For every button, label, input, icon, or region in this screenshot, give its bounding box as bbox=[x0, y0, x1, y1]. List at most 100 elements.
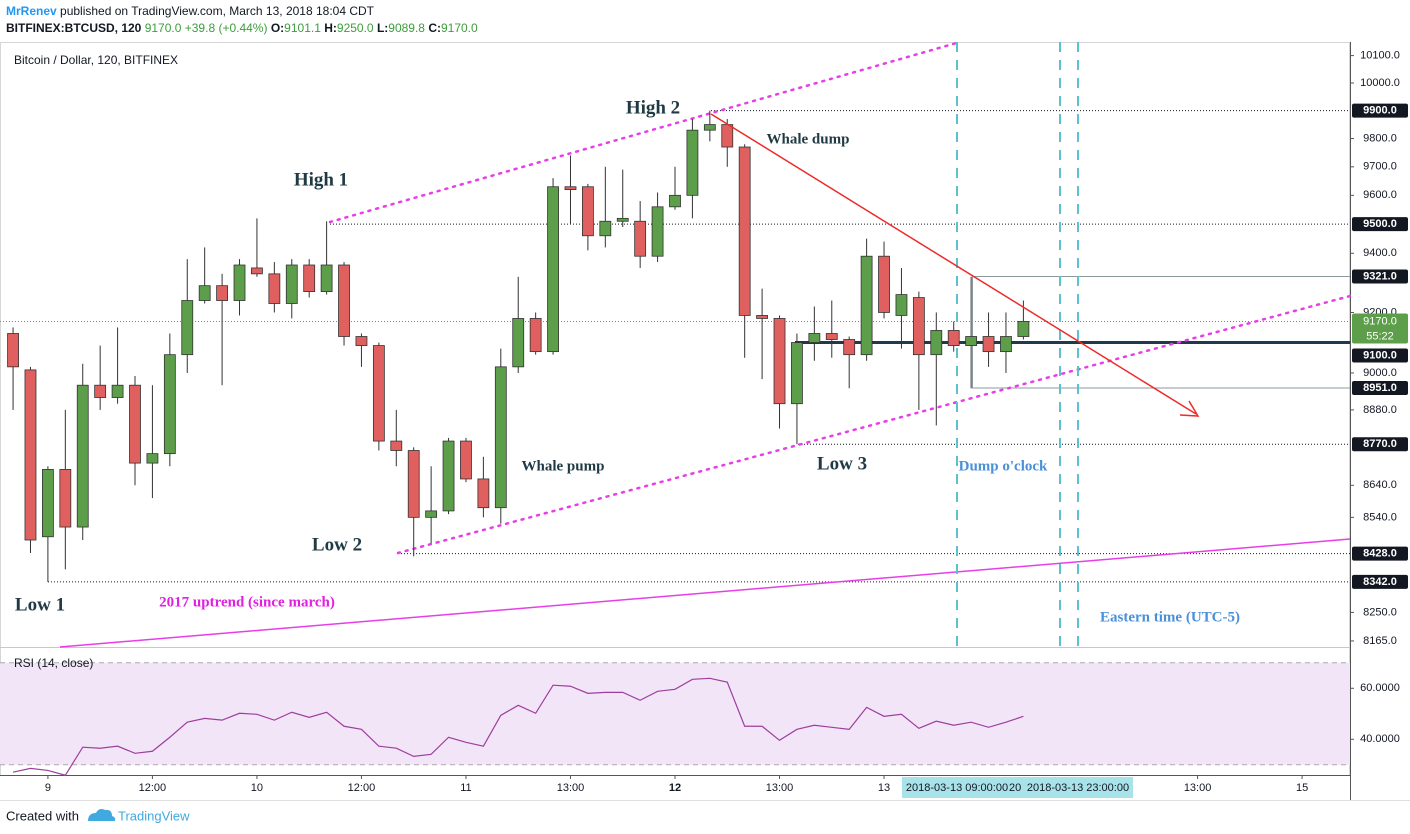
annotation: Low 3 bbox=[817, 453, 867, 474]
y-tick-label: 8880.0 bbox=[1363, 404, 1397, 416]
c-key: C: bbox=[428, 21, 441, 35]
candle-body bbox=[355, 336, 368, 346]
author[interactable]: MrRenev bbox=[6, 4, 57, 18]
level-label: 9900.0 bbox=[1363, 105, 1397, 117]
level-box bbox=[1352, 380, 1408, 395]
annotation: 2017 uptrend (since march) bbox=[159, 594, 335, 610]
candle-body bbox=[808, 333, 821, 343]
candle-body bbox=[59, 469, 72, 528]
candle-body bbox=[24, 369, 37, 541]
level-label: 9100.0 bbox=[1363, 349, 1397, 361]
logo bbox=[88, 809, 116, 821]
annotation: Whale pump bbox=[522, 458, 605, 474]
upper-channel bbox=[328, 40, 962, 224]
candle-body bbox=[651, 206, 664, 257]
level-box bbox=[1352, 546, 1408, 561]
candle-body bbox=[94, 384, 107, 398]
candle-body bbox=[233, 264, 246, 301]
last-price-box bbox=[1352, 313, 1408, 344]
level-label: 9321.0 bbox=[1363, 270, 1397, 282]
levels-layer bbox=[0, 110, 1350, 583]
candle-body bbox=[773, 318, 786, 405]
candle-body bbox=[42, 469, 54, 538]
price: 9170.0 bbox=[144, 21, 182, 35]
candle-body bbox=[738, 146, 751, 316]
footer-brand[interactable]: TradingView bbox=[118, 808, 190, 823]
candle-body bbox=[76, 384, 89, 528]
x-tick-label: 10 bbox=[251, 782, 263, 794]
arrow-head bbox=[1179, 400, 1200, 417]
y-tick-label: 9600.0 bbox=[1363, 189, 1397, 201]
x-tick-label: 13:00 bbox=[766, 782, 794, 794]
annotation: High 1 bbox=[294, 169, 348, 190]
last-price-label: 9170.0 bbox=[1363, 315, 1397, 327]
candle-body bbox=[512, 318, 525, 368]
annotation: Low 1 bbox=[15, 594, 65, 615]
chart-title: Bitcoin / Dollar, 120, BITFINEX bbox=[14, 53, 178, 67]
h-val: 9250.0 bbox=[336, 21, 374, 35]
candle-body bbox=[912, 297, 925, 356]
candle-body bbox=[390, 440, 403, 451]
candle-body bbox=[878, 255, 890, 313]
level-box bbox=[1352, 574, 1408, 589]
level-label: 8428.0 bbox=[1363, 548, 1397, 560]
publish-line: MrRenev published on TradingView.com, Ma… bbox=[6, 3, 478, 20]
rsi-band bbox=[0, 662, 1350, 765]
candle-body bbox=[442, 440, 455, 512]
x-tick-label: 9 bbox=[45, 782, 51, 794]
candle-body bbox=[425, 510, 438, 518]
candle-body bbox=[7, 333, 19, 368]
header: MrRenev published on TradingView.com, Ma… bbox=[6, 3, 478, 37]
candle-body bbox=[146, 453, 159, 464]
annotation: Whale dump bbox=[767, 131, 850, 147]
level-label: 8770.0 bbox=[1363, 438, 1397, 450]
candle-body bbox=[947, 330, 960, 346]
candle-body bbox=[825, 333, 838, 340]
rsi-band-layer bbox=[0, 662, 1350, 766]
candle-body bbox=[930, 330, 943, 356]
x-tick-label: 13 bbox=[878, 782, 890, 794]
candle-body bbox=[686, 129, 699, 196]
x-tick-label: 11 bbox=[460, 782, 471, 794]
candle-body bbox=[303, 264, 316, 293]
rsi-tick-label: 60.0000 bbox=[1360, 682, 1400, 694]
rsi-line bbox=[12, 677, 1024, 776]
highlight-label: 20 bbox=[1009, 782, 1021, 794]
candle-body bbox=[320, 264, 333, 293]
x-tick-label: 15 bbox=[1296, 782, 1308, 794]
candle-body bbox=[843, 339, 856, 356]
rsi-tick-label: 40.0000 bbox=[1360, 733, 1400, 745]
candle-body bbox=[599, 220, 612, 237]
level-box bbox=[1352, 437, 1408, 452]
candle-body bbox=[564, 186, 577, 191]
candle-body bbox=[669, 194, 681, 208]
level-box bbox=[1352, 103, 1408, 118]
candle-body bbox=[791, 342, 803, 405]
x-tick-label: 12:00 bbox=[139, 782, 167, 794]
annotation: Dump o'clock bbox=[959, 458, 1048, 474]
candle-body bbox=[338, 264, 350, 337]
level-label: 8951.0 bbox=[1363, 382, 1397, 394]
time-highlight bbox=[902, 777, 1133, 798]
candle-body bbox=[163, 354, 176, 455]
o-key: O: bbox=[270, 21, 285, 35]
timer-label: 55:22 bbox=[1366, 330, 1394, 342]
candle-body bbox=[756, 315, 768, 319]
candle-body bbox=[198, 285, 211, 301]
l-key: L: bbox=[376, 21, 389, 35]
candle-body bbox=[372, 345, 385, 442]
h-key: H: bbox=[324, 21, 337, 35]
level-box bbox=[1352, 348, 1408, 363]
candle-body bbox=[216, 285, 228, 301]
candle-body bbox=[1017, 321, 1030, 337]
candle-body bbox=[616, 217, 629, 222]
candle-body bbox=[860, 255, 873, 356]
c-val: 9170.0 bbox=[440, 21, 478, 35]
y-tick-label: 8540.0 bbox=[1363, 511, 1397, 523]
candle-body bbox=[634, 220, 647, 257]
change: +39.8 (+0.44%) bbox=[184, 21, 268, 35]
highlight-label: 2018-03-13 23:00:00 bbox=[1027, 782, 1129, 794]
down-arrow bbox=[710, 113, 1197, 415]
level-box bbox=[1352, 217, 1408, 232]
candle-body bbox=[129, 384, 141, 464]
